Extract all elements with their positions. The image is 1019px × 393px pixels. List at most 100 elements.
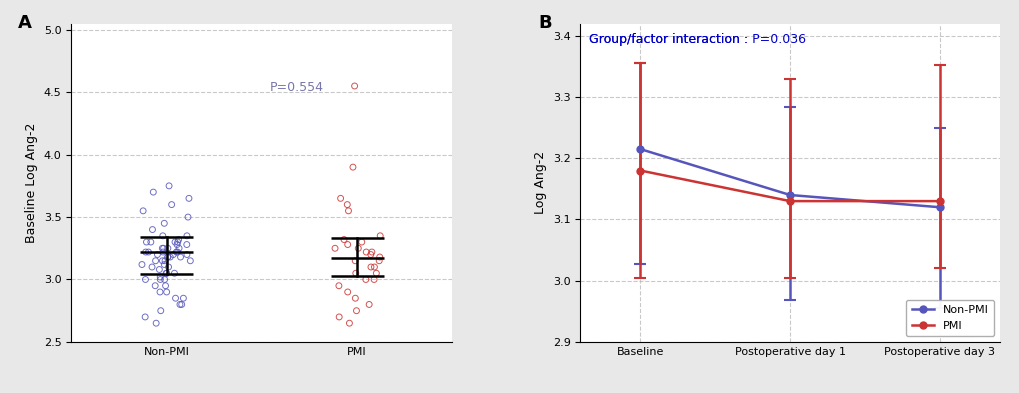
Non-PMI (634, 147, 646, 151)
Point (156, 220, 172, 226)
Point (363, 264, 379, 270)
Point (363, 252, 379, 258)
Line: Non-PMI: Non-PMI (636, 145, 943, 211)
Point (182, 258, 199, 264)
Point (166, 270, 182, 276)
Point (347, 270, 364, 276)
Point (372, 233, 388, 239)
Non-PMI (784, 193, 796, 197)
Point (160, 254, 176, 260)
Point (179, 214, 196, 220)
Point (138, 249, 154, 255)
Point (139, 239, 155, 245)
Legend: Non-PMI, PMI: Non-PMI, PMI (905, 300, 994, 336)
Non-PMI (932, 205, 945, 209)
Point (152, 274, 168, 280)
Point (358, 249, 374, 255)
Point (347, 308, 364, 314)
Point (346, 295, 363, 301)
Y-axis label: Log Ang-2: Log Ang-2 (534, 151, 547, 214)
Point (162, 254, 178, 260)
Point (167, 239, 183, 245)
Point (154, 245, 170, 252)
Point (339, 241, 356, 248)
Point (364, 249, 380, 255)
Point (341, 320, 358, 326)
Point (155, 249, 171, 255)
Point (151, 266, 167, 273)
Point (361, 301, 377, 308)
Point (180, 195, 197, 202)
Point (172, 254, 189, 260)
Point (165, 252, 181, 258)
Point (163, 202, 179, 208)
Point (160, 245, 176, 252)
Text: A: A (18, 14, 32, 32)
PMI (784, 199, 796, 204)
Point (158, 270, 174, 276)
Line: PMI: PMI (636, 167, 943, 205)
Point (153, 308, 169, 314)
Point (133, 261, 150, 268)
Point (169, 239, 185, 245)
Point (169, 241, 185, 248)
Point (354, 239, 370, 245)
Text: Group/factor interaction :: Group/factor interaction : (588, 33, 751, 46)
Point (326, 245, 342, 252)
Text: Group/factor interaction : P=0.036: Group/factor interaction : P=0.036 (588, 33, 805, 46)
Point (144, 264, 160, 270)
Point (160, 264, 176, 270)
Point (158, 270, 174, 276)
Point (143, 239, 159, 245)
Point (156, 276, 172, 283)
Point (155, 245, 171, 252)
Point (346, 83, 363, 89)
Point (148, 320, 164, 326)
Point (167, 295, 183, 301)
Point (332, 195, 348, 202)
Point (147, 283, 163, 289)
Point (169, 249, 185, 255)
Point (331, 314, 347, 320)
Text: B: B (538, 14, 551, 32)
Point (152, 289, 168, 295)
Point (335, 237, 352, 243)
Point (366, 264, 382, 270)
Point (157, 283, 173, 289)
Point (161, 183, 177, 189)
Point (158, 289, 174, 295)
Point (168, 249, 184, 255)
Point (160, 254, 176, 260)
Text: P=0.554: P=0.554 (269, 81, 323, 94)
Point (171, 301, 187, 308)
PMI (634, 168, 646, 173)
Point (148, 258, 164, 264)
Point (173, 301, 190, 308)
Point (178, 241, 195, 248)
Point (175, 295, 192, 301)
Point (138, 276, 154, 283)
Point (178, 233, 195, 239)
Point (144, 226, 160, 233)
Point (366, 276, 382, 283)
Point (135, 208, 151, 214)
Point (156, 261, 172, 268)
Point (170, 237, 186, 243)
Point (154, 258, 170, 264)
Point (149, 252, 165, 258)
Point (137, 314, 153, 320)
Point (344, 164, 361, 170)
Point (178, 252, 195, 258)
Point (157, 258, 173, 264)
PMI (932, 199, 945, 204)
Point (141, 249, 157, 255)
Y-axis label: Baseline Log Ang-2: Baseline Log Ang-2 (25, 123, 39, 243)
Point (338, 202, 355, 208)
Point (171, 245, 187, 252)
Point (368, 270, 384, 276)
Point (371, 254, 387, 260)
Point (350, 245, 366, 252)
Point (346, 258, 363, 264)
Point (339, 289, 356, 295)
Point (155, 233, 171, 239)
